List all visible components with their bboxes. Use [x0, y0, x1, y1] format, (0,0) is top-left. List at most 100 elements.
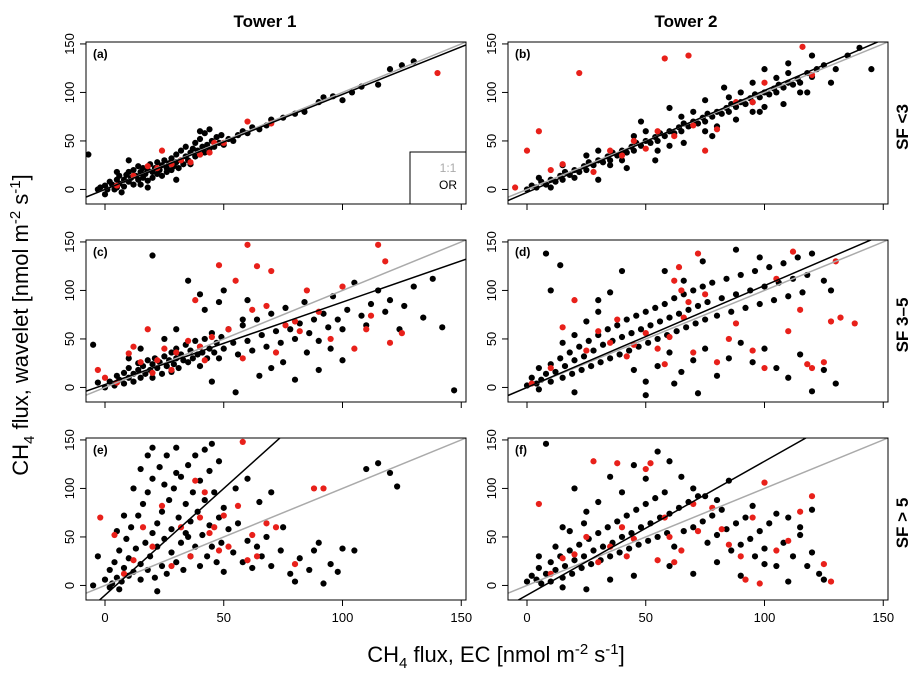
data-point-highlight: [547, 364, 554, 372]
data-point-highlight: [234, 502, 242, 510]
y-tick-label: 0: [62, 582, 77, 589]
data-point: [538, 580, 545, 587]
data-point: [277, 547, 284, 554]
data-point: [208, 543, 215, 550]
panel-label: (c): [93, 245, 108, 259]
data-point: [125, 157, 132, 164]
panel-frame: [507, 239, 889, 403]
data-point: [256, 498, 263, 506]
data-point: [773, 510, 780, 517]
data-point: [182, 143, 189, 150]
data-point: [196, 128, 204, 135]
data-point-highlight: [382, 258, 389, 265]
data-point-highlight: [196, 514, 204, 521]
data-point: [192, 337, 199, 344]
data-point: [654, 363, 661, 370]
data-point: [234, 351, 242, 358]
data-point-highlight: [618, 152, 626, 159]
data-point: [721, 84, 728, 91]
data-point-highlight: [773, 547, 780, 554]
data-point: [561, 562, 569, 570]
data-point: [163, 168, 170, 176]
data-point-highlight: [211, 524, 218, 531]
data-point: [170, 485, 177, 492]
data-point: [151, 574, 158, 581]
data-point: [702, 316, 709, 323]
data-point: [661, 489, 668, 496]
data-point: [699, 258, 706, 265]
data-point: [154, 588, 161, 595]
data-point: [820, 366, 827, 374]
data-point: [661, 300, 668, 308]
data-point: [785, 293, 792, 300]
data-point: [616, 351, 623, 358]
data-point: [106, 566, 113, 574]
data-point: [120, 380, 128, 387]
data-point-highlight: [367, 312, 375, 319]
panel-b: (b) 0 50 100 150: [484, 33, 889, 210]
data-point-highlight: [253, 263, 261, 270]
data-point: [101, 191, 109, 198]
column-title-tower-1: Tower 1: [234, 12, 297, 31]
data-point: [201, 149, 208, 156]
data-point: [773, 89, 780, 96]
y-tick-label: 150: [484, 429, 499, 451]
fit-line: [508, 42, 880, 202]
data-point-highlight: [642, 465, 649, 473]
data-point: [156, 464, 163, 471]
data-point: [334, 568, 341, 575]
data-point: [182, 500, 189, 508]
data-point: [163, 452, 170, 459]
data-point: [728, 308, 735, 315]
data-point-highlight: [253, 553, 261, 560]
data-point: [206, 126, 213, 133]
data-point: [268, 364, 275, 372]
data-point: [709, 132, 716, 140]
data-point: [583, 318, 590, 325]
data-point: [820, 277, 827, 284]
data-point: [375, 460, 382, 467]
data-point-highlight: [785, 328, 792, 335]
data-point: [623, 512, 630, 519]
data-point: [595, 529, 602, 537]
data-point: [654, 147, 661, 154]
data-point: [566, 547, 573, 554]
y-tick-label: 50: [62, 134, 77, 148]
y-tick-label: 100: [484, 82, 499, 104]
data-point: [535, 364, 542, 372]
data-point: [547, 287, 554, 294]
data-point: [718, 506, 725, 513]
data-point: [535, 553, 542, 560]
data-point: [557, 262, 564, 269]
data-point-highlight: [749, 99, 756, 106]
data-point-highlight: [725, 541, 732, 548]
data-point: [125, 555, 132, 562]
data-point: [386, 297, 394, 304]
data-point: [694, 120, 702, 127]
data-point: [671, 295, 678, 302]
data-point: [542, 370, 550, 377]
data-point: [339, 97, 346, 104]
data-point: [168, 549, 175, 556]
data-point-highlight: [851, 320, 858, 327]
y-tick-label: 100: [484, 280, 499, 302]
data-point: [256, 372, 263, 379]
data-point: [797, 89, 804, 96]
data-point-highlight: [630, 137, 637, 145]
data-point: [375, 81, 382, 88]
data-point-highlight: [713, 359, 721, 366]
data-point: [595, 176, 602, 183]
data-point-highlight: [590, 458, 597, 465]
data-point-highlight: [94, 366, 101, 374]
data-point: [578, 366, 585, 374]
data-point: [718, 110, 725, 117]
data-point: [756, 528, 763, 535]
data-point-highlight: [327, 335, 334, 343]
data-point: [576, 343, 583, 350]
data-point: [310, 316, 318, 323]
data-point-highlight: [272, 349, 280, 356]
data-point: [742, 304, 749, 312]
data-point-highlight: [623, 353, 630, 360]
data-point: [607, 553, 614, 560]
data-point: [630, 147, 637, 154]
